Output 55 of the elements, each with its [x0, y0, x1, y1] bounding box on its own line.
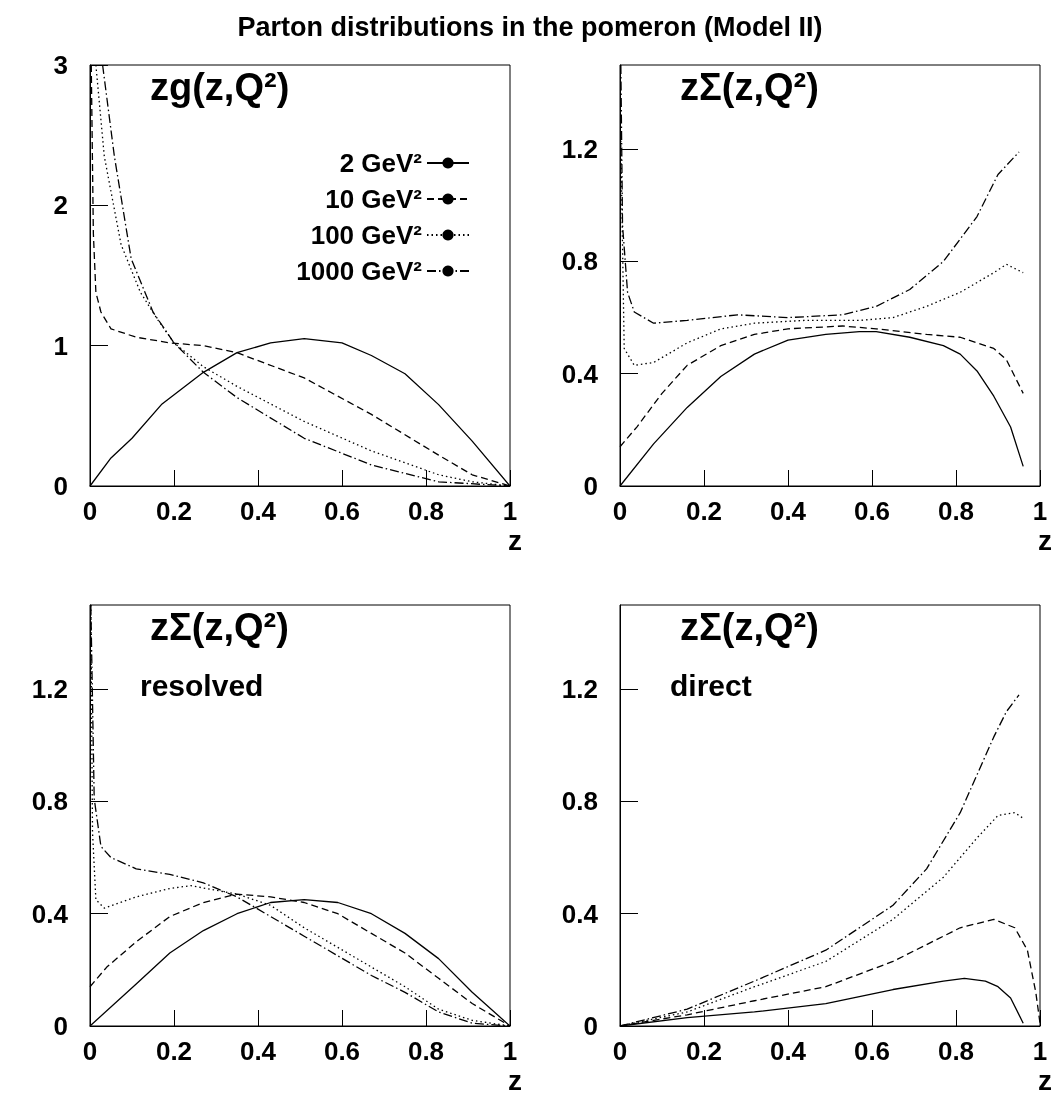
x-axis-title: z — [508, 524, 522, 556]
x-tick-label: 0.8 — [407, 496, 445, 526]
y-tick-label: 0 — [53, 1011, 68, 1041]
annotation: resolved — [140, 668, 264, 702]
x-tick-label: 0.8 — [937, 1036, 975, 1066]
x-tick-label: 0.2 — [685, 496, 723, 526]
y-tick-label: 1.2 — [31, 674, 68, 705]
chart-title: Parton distributions in the pomeron (Model II) — [236, 12, 824, 43]
y-tick-label: 0 — [583, 1011, 598, 1041]
legend-label: 2 GeV² — [339, 148, 423, 178]
x-tick-label: 0.4 — [239, 496, 277, 526]
y-tick-label: 0.8 — [561, 786, 598, 817]
x-tick-label: 0 — [82, 1036, 98, 1066]
x-tick-label: 1 — [1032, 496, 1048, 526]
y-tick-label: 2 — [53, 190, 68, 221]
x-tick-label: 0 — [612, 496, 628, 526]
legend-label: 1000 GeV² — [296, 256, 423, 286]
x-tick-label: 0.2 — [685, 1036, 723, 1066]
x-tick-label: 0.6 — [853, 1036, 891, 1066]
x-axis-title: z — [1038, 1064, 1052, 1096]
x-tick-label: 0.8 — [937, 496, 975, 526]
y-tick-label: 1 — [53, 330, 68, 361]
legend-label: 100 GeV² — [310, 220, 423, 250]
x-tick-label: 1 — [502, 1036, 518, 1066]
y-tick-label: 1.2 — [561, 134, 598, 165]
chart-subtitle: zg(z,Q²) — [150, 66, 290, 108]
x-tick-label: 0.2 — [155, 1036, 193, 1066]
y-tick-label: 0.4 — [561, 898, 599, 929]
y-tick-label: 0.8 — [561, 246, 598, 277]
x-tick-label: 0.8 — [407, 1036, 445, 1066]
x-axis-title: z — [508, 1064, 522, 1096]
x-tick-label: 0.4 — [769, 496, 807, 526]
x-tick-label: 0.4 — [239, 1036, 277, 1066]
x-tick-label: 0 — [612, 1036, 628, 1066]
x-tick-label: 1 — [1032, 1036, 1048, 1066]
x-axis-title: z — [1038, 524, 1052, 556]
x-tick-label: 0.4 — [769, 1036, 807, 1066]
chart-subtitle: zΣ(z,Q²) — [680, 606, 819, 648]
legend-label: 10 GeV² — [325, 184, 423, 214]
y-tick-label: 0.8 — [31, 786, 68, 817]
x-tick-label: 1 — [502, 496, 518, 526]
y-tick-label: 0 — [53, 471, 68, 501]
annotation: direct — [670, 668, 752, 702]
x-tick-label: 0 — [82, 496, 98, 526]
y-tick-label: 0 — [583, 471, 598, 501]
chart-subtitle: zΣ(z,Q²) — [680, 66, 819, 108]
y-tick-label: 0.4 — [561, 358, 599, 389]
x-tick-label: 0.6 — [323, 496, 361, 526]
x-tick-label: 0.6 — [853, 496, 891, 526]
chart-subtitle: zΣ(z,Q²) — [150, 606, 289, 648]
y-tick-label: 3 — [53, 50, 68, 80]
y-tick-label: 1.2 — [561, 674, 598, 705]
x-tick-label: 0.2 — [155, 496, 193, 526]
y-tick-label: 0.4 — [31, 898, 69, 929]
x-tick-label: 0.6 — [323, 1036, 361, 1066]
